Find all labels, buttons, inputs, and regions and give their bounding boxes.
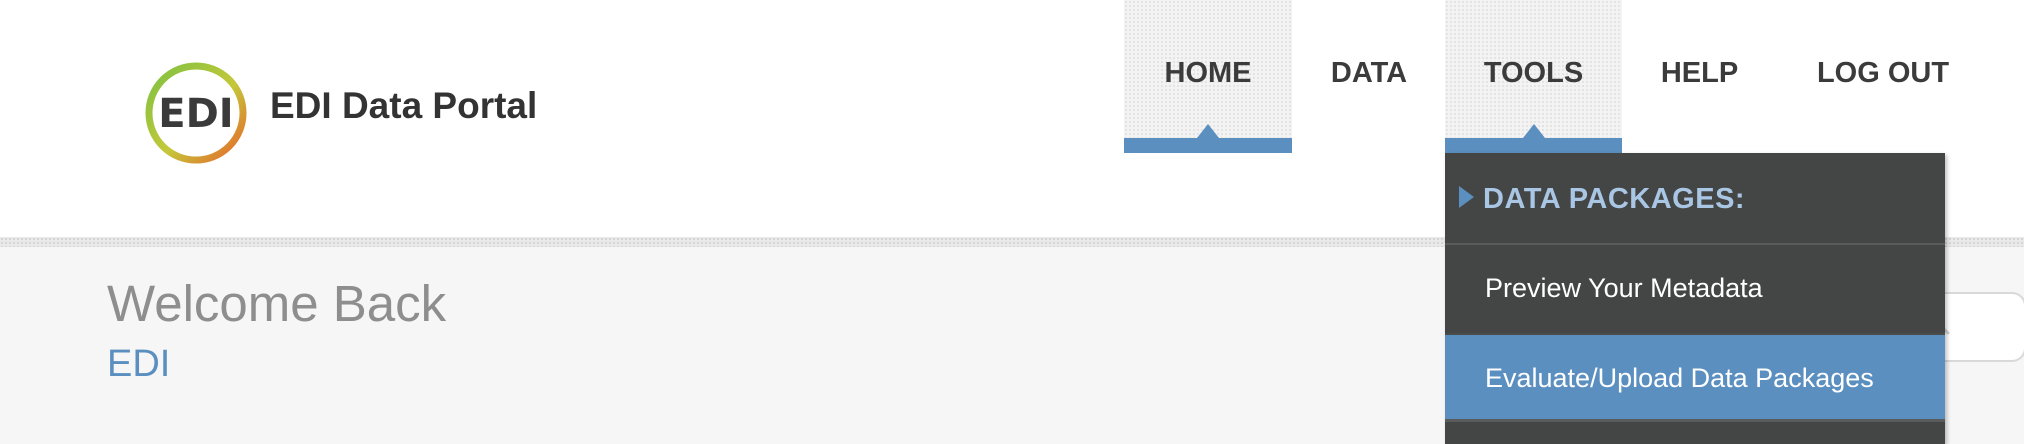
menu-item-evaluate-upload[interactable]: Evaluate/Upload Data Packages: [1445, 333, 1945, 419]
nav-tools-active-bar: [1445, 138, 1622, 153]
tools-dropdown-menu: DATA PACKAGES: Preview Your Metadata Eva…: [1445, 153, 1945, 444]
menu-item-preview-metadata[interactable]: Preview Your Metadata: [1485, 273, 1763, 303]
menu-divider: [1445, 419, 1945, 422]
nav-logout[interactable]: LOG OUT: [1788, 0, 1978, 153]
nav-help-label: HELP: [1660, 57, 1739, 89]
username-link[interactable]: EDI: [107, 343, 171, 385]
site-header: EDI EDI Data Portal HOME DATA TOOLS HELP…: [143, 0, 1978, 166]
nav-logout-label: LOG OUT: [1816, 57, 1950, 89]
logo-text: EDI: [158, 91, 233, 137]
nav-home[interactable]: HOME: [1124, 0, 1292, 153]
brand-title[interactable]: EDI Data Portal: [270, 85, 538, 126]
edi-logo-icon[interactable]: EDI: [143, 60, 249, 166]
nav-data-label: DATA: [1330, 57, 1408, 89]
menu-section-header: DATA PACKAGES:: [1445, 153, 1945, 245]
nav-help[interactable]: HELP: [1632, 0, 1767, 153]
welcome-heading: Welcome Back: [107, 275, 447, 332]
header-divider: [0, 237, 2024, 247]
menu-section-title: DATA PACKAGES:: [1483, 183, 1746, 215]
triangle-right-icon: [1459, 186, 1474, 208]
nav-tools-label: TOOLS: [1483, 57, 1584, 89]
nav-home-caret-icon: [1197, 124, 1219, 138]
nav-data[interactable]: DATA: [1300, 0, 1438, 153]
nav-home-active-bar: [1124, 138, 1292, 153]
nav-home-label: HOME: [1164, 57, 1252, 89]
nav-tools[interactable]: TOOLS: [1445, 0, 1622, 153]
nav-tools-caret-icon: [1522, 124, 1545, 138]
